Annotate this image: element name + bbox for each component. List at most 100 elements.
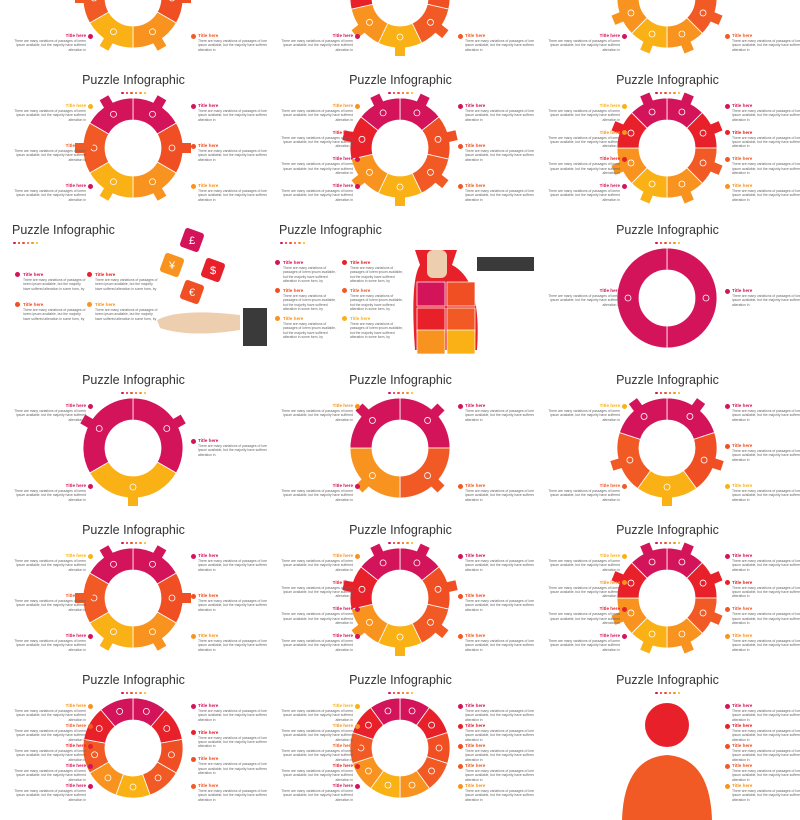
list-item[interactable]: Title here There are many variations of p…: [542, 553, 620, 572]
list-item[interactable]: Title here There are many variations of p…: [198, 438, 276, 457]
list-item[interactable]: Title here There are many variations of p…: [732, 183, 800, 202]
list-item[interactable]: Title here There are many variations of p…: [732, 633, 800, 652]
list-item[interactable]: Title here There are many variations of p…: [275, 763, 353, 782]
list-item[interactable]: Title here There are many variations of p…: [465, 743, 543, 762]
list-item[interactable]: Title here There are many variations of p…: [350, 316, 405, 339]
list-item[interactable]: Title here There are many variations of p…: [275, 606, 353, 625]
list-item[interactable]: Title here There are many variations of p…: [275, 156, 353, 175]
list-item[interactable]: Title here There are many variations of p…: [198, 730, 276, 749]
list-item[interactable]: Title here There are many variations of p…: [465, 593, 543, 612]
list-item[interactable]: Title here There are many variations of p…: [465, 403, 543, 422]
list-item[interactable]: Title here There are many variations of p…: [465, 723, 543, 742]
list-item[interactable]: Title here There are many variations of p…: [8, 783, 86, 802]
puzzle-piece[interactable]: [399, 397, 451, 449]
list-item[interactable]: Title here There are many variations of p…: [275, 553, 353, 572]
puzzle-piece[interactable]: [349, 397, 401, 449]
list-item[interactable]: Title here There are many variations of p…: [732, 703, 800, 722]
list-item[interactable]: Title here There are many variations of p…: [275, 783, 353, 802]
list-item[interactable]: Title here There are many variations of p…: [465, 143, 543, 162]
list-item[interactable]: Title here There are many variations of p…: [198, 783, 276, 802]
list-item[interactable]: Title here There are many variations of p…: [732, 553, 800, 572]
list-item[interactable]: Title here There are many variations of p…: [8, 183, 86, 202]
list-item[interactable]: Title here There are many variations of p…: [275, 580, 353, 599]
list-item[interactable]: Title here There are many variations of p…: [465, 553, 543, 572]
list-item[interactable]: Title here There are many variations of p…: [275, 703, 353, 722]
puzzle-piece[interactable]: [616, 247, 668, 349]
list-item[interactable]: Title here There are many variations of p…: [465, 103, 543, 122]
list-item[interactable]: Title here There are many variations of p…: [198, 183, 276, 202]
list-item[interactable]: Title here There are many variations of p…: [465, 633, 543, 652]
list-item[interactable]: Title here There are many variations of p…: [732, 156, 800, 175]
puzzle-piece[interactable]: [89, 461, 177, 499]
list-item[interactable]: Title here There are many variations of p…: [198, 756, 276, 775]
list-item[interactable]: Title here There are many variations of p…: [465, 33, 543, 52]
list-item[interactable]: Title here There are many variations of p…: [95, 302, 160, 321]
list-item[interactable]: Title here There are many variations of p…: [198, 103, 276, 122]
list-item[interactable]: Title here There are many variations of p…: [732, 606, 800, 625]
list-item[interactable]: Title here There are many variations of p…: [198, 33, 276, 52]
list-item[interactable]: Title here There are many variations of p…: [465, 703, 543, 722]
list-item[interactable]: Title here There are many variations of p…: [732, 483, 800, 502]
list-item[interactable]: Title here There are many variations of p…: [23, 302, 88, 321]
list-item[interactable]: Title here There are many variations of p…: [8, 723, 86, 742]
list-item[interactable]: Title here There are many variations of p…: [275, 483, 353, 502]
list-item[interactable]: Title here There are many variations of p…: [542, 183, 620, 202]
list-item[interactable]: Title here There are many variations of p…: [542, 633, 620, 652]
list-item[interactable]: Title here There are many variations of p…: [542, 156, 620, 175]
list-item[interactable]: Title here There are many variations of p…: [732, 580, 800, 599]
list-item[interactable]: Title here There are many variations of p…: [8, 483, 86, 502]
slide-thumbnail[interactable]: Puzzle Infographic £ ¥ $ € Title here There ar…: [0, 220, 267, 370]
list-item[interactable]: Title here There are many variations of p…: [732, 723, 800, 742]
list-item[interactable]: Title here There are many variations of p…: [283, 316, 338, 339]
list-item[interactable]: Title here There are many variations of p…: [275, 743, 353, 762]
puzzle-piece[interactable]: [82, 397, 134, 474]
list-item[interactable]: Title here There are many variations of p…: [8, 553, 86, 572]
list-item[interactable]: Title here There are many variations of p…: [275, 183, 353, 202]
puzzle-piece[interactable]: [618, 397, 668, 440]
list-item[interactable]: Title here There are many variations of p…: [350, 288, 405, 311]
list-item[interactable]: Title here There are many variations of p…: [542, 580, 620, 599]
puzzle-piece[interactable]: [399, 447, 451, 499]
list-item[interactable]: Title here There are many variations of p…: [198, 593, 276, 612]
list-item[interactable]: Title here There are many variations of p…: [542, 403, 620, 422]
list-item[interactable]: Title here There are many variations of p…: [542, 130, 620, 149]
list-item[interactable]: Title here There are many variations of p…: [275, 33, 353, 52]
list-item[interactable]: Title here There are many variations of p…: [542, 103, 620, 122]
list-item[interactable]: Title here There are many variations of p…: [8, 703, 86, 722]
list-item[interactable]: Title here There are many variations of p…: [465, 763, 543, 782]
puzzle-piece[interactable]: [616, 0, 648, 34]
list-item[interactable]: Title here There are many variations of p…: [465, 783, 543, 802]
list-item[interactable]: Title here There are many variations of p…: [8, 103, 86, 122]
list-item[interactable]: Title here There are many variations of p…: [95, 272, 160, 291]
list-item[interactable]: Title here There are many variations of p…: [542, 606, 620, 625]
list-item[interactable]: Title here There are many variations of p…: [732, 743, 800, 762]
list-item[interactable]: Title here There are many variations of p…: [8, 403, 86, 422]
list-item[interactable]: Title here There are many variations of p…: [542, 33, 620, 52]
list-item[interactable]: Title here There are many variations of p…: [8, 763, 86, 782]
list-item[interactable]: Title here There are many variations of p…: [8, 633, 86, 652]
list-item[interactable]: Title here There are many variations of p…: [732, 443, 800, 462]
list-item[interactable]: Title here There are many variations of p…: [732, 288, 800, 307]
list-item[interactable]: Title here There are many variations of p…: [275, 130, 353, 149]
list-item[interactable]: Title here There are many variations of p…: [732, 33, 800, 52]
puzzle-piece[interactable]: [132, 397, 184, 474]
list-item[interactable]: Title here There are many variations of p…: [732, 783, 800, 802]
puzzle-piece[interactable]: [666, 247, 718, 349]
list-item[interactable]: Title here There are many variations of p…: [8, 743, 86, 762]
list-item[interactable]: Title here There are many variations of p…: [283, 260, 338, 283]
list-item[interactable]: Title here There are many variations of p…: [8, 593, 86, 612]
list-item[interactable]: Title here There are many variations of p…: [275, 723, 353, 742]
list-item[interactable]: Title here There are many variations of p…: [465, 483, 543, 502]
